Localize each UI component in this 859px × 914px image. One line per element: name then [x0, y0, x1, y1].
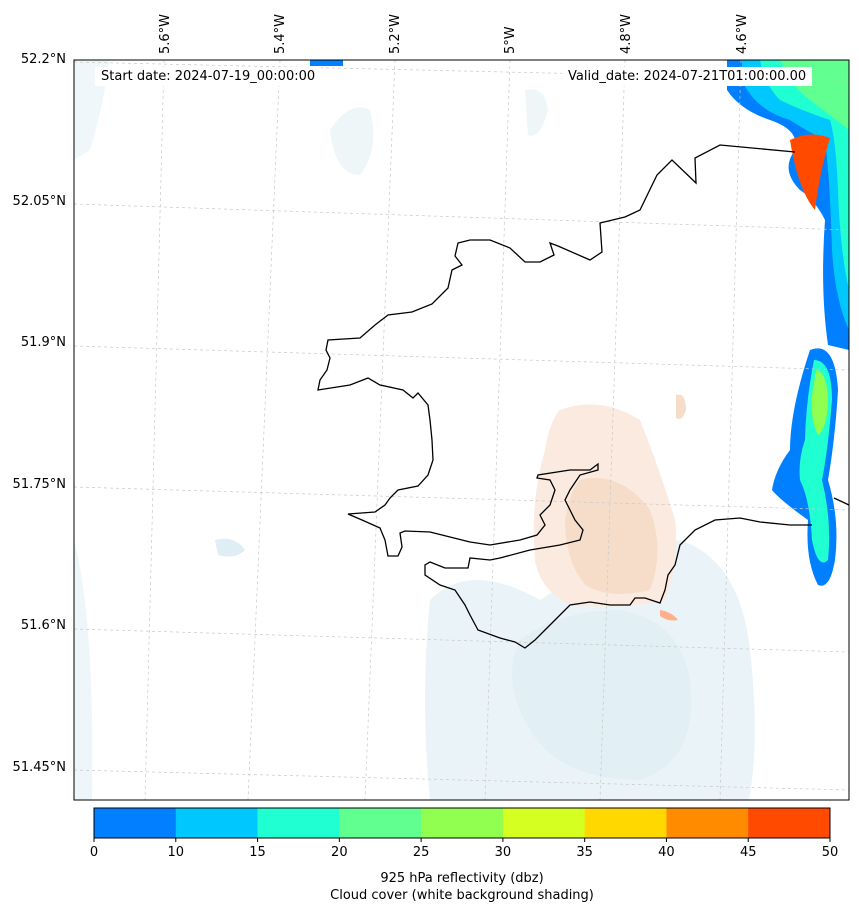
colorbar-tick-label: 0 [89, 845, 99, 860]
cloud-cover-shading [676, 394, 686, 419]
lat-label: 51.9°N [20, 335, 66, 350]
lon-label: 4.6°W [735, 13, 750, 54]
cloud-cover-shading [74, 540, 93, 800]
cloud-cover-shading [660, 610, 678, 621]
cloud-cover-shading [330, 107, 374, 175]
colorbar-segment [421, 808, 504, 838]
colorbar-segment [666, 808, 749, 838]
cloud-cover-shading [512, 610, 692, 780]
lat-label: 52.05°N [12, 194, 66, 209]
colorbar-segment [175, 808, 259, 838]
colorbar-segment [257, 808, 340, 838]
coastline [317, 144, 812, 649]
colorbar-segment [502, 808, 586, 838]
map-frame [73, 59, 850, 801]
start-date-label: Start date: 2024-07-19_00:00:00 [95, 67, 322, 86]
colorbar-frame [93, 807, 831, 839]
colorbar-tick-label: 30 [494, 845, 512, 860]
lon-label: 4.8°W [619, 13, 634, 54]
lon-label: 5.4°W [273, 13, 288, 54]
reflectivity-area [790, 134, 830, 210]
colorbar-segment [584, 808, 667, 838]
colorbar-subtitle: Cloud cover (white background shading) [330, 888, 594, 903]
colorbar-tick-label: 25 [412, 845, 430, 860]
colorbar-tick-label: 50 [821, 845, 839, 860]
colorbar-tick-label: 40 [658, 845, 675, 860]
cloud-cover-shading [565, 478, 658, 594]
coastline [833, 497, 849, 506]
colorbar-tick-label: 45 [739, 845, 757, 860]
reflectivity-area [310, 60, 343, 66]
colorbar [93, 807, 831, 842]
colorbar-segment [339, 808, 422, 838]
colorbar-segment [94, 808, 177, 838]
colorbar-tick-label: 35 [576, 845, 593, 860]
colorbar-title: 925 hPa reflectivity (dbz) [380, 871, 544, 886]
reflectivity-area [811, 370, 828, 435]
lon-label: 5.2°W [388, 13, 403, 54]
cloud-cover-shading [525, 89, 548, 136]
reflectivity-area [742, 60, 849, 330]
colorbar-tick-label: 20 [331, 845, 348, 860]
colorbar-segment [748, 808, 831, 838]
cloud-cover-shading [215, 538, 245, 557]
lat-label: 51.6°N [20, 618, 66, 633]
colorbar-tick-label: 15 [249, 845, 266, 860]
valid-date-label: Valid_date: 2024-07-21T01:00:00.00 [562, 67, 813, 86]
lat-label: 51.75°N [12, 477, 66, 492]
lat-label: 51.45°N [12, 760, 66, 775]
colorbar-tick-label: 10 [167, 845, 185, 860]
lon-label: 5°W [503, 26, 518, 54]
lat-label: 52.2°N [20, 52, 66, 67]
lon-label: 5.6°W [158, 13, 173, 54]
reflectivity-area [760, 60, 849, 290]
